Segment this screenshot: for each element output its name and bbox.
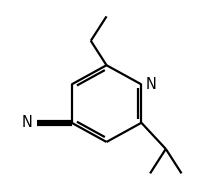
Text: N: N [22,115,32,130]
Text: N: N [146,77,157,92]
